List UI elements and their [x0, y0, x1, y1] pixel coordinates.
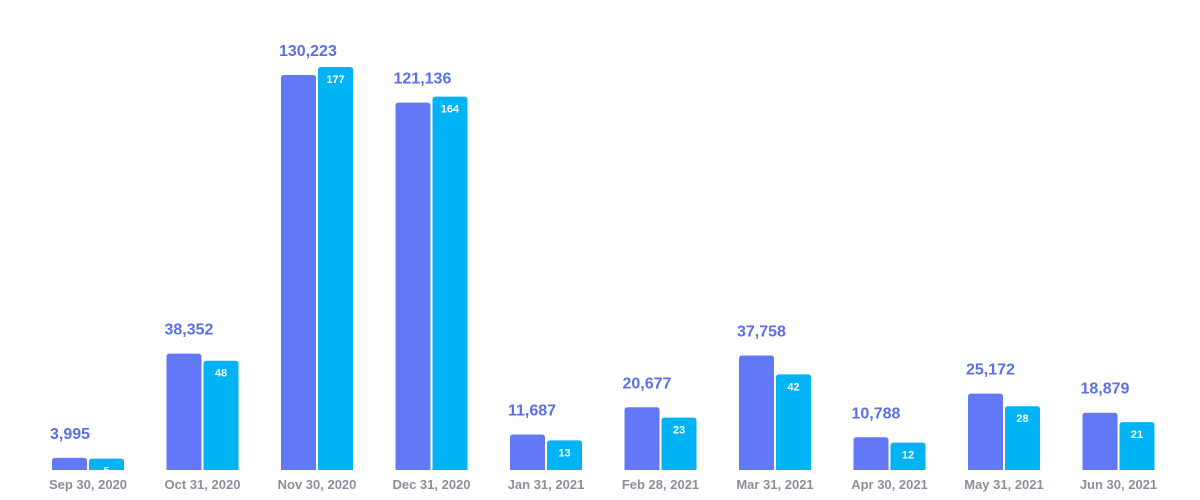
bar-series-0	[52, 457, 87, 470]
category-tick-label: Mar 31, 2021	[736, 477, 813, 492]
data-label-series-1: 23	[673, 425, 685, 437]
bar-series-0	[739, 355, 774, 470]
bar-series-1	[890, 442, 926, 470]
bar-series-1	[1005, 406, 1040, 470]
bar-series-0	[395, 102, 431, 470]
bar-series-1	[661, 417, 697, 470]
category-tick-label: Nov 30, 2020	[278, 477, 357, 492]
data-label-series-0: 130,223	[279, 43, 337, 60]
data-label-series-1: 164	[441, 104, 460, 116]
data-label-series-0: 20,677	[623, 375, 672, 392]
data-label-series-1: 48	[215, 368, 227, 380]
bar-series-1	[547, 440, 582, 470]
data-label-series-1: 28	[1016, 413, 1028, 425]
data-label-series-1: 177	[326, 74, 344, 86]
bar-series-0	[1082, 412, 1118, 470]
labels-layer: 3,995 5 38,352 48 130,223 177 121,136 164 11,687…	[50, 43, 1143, 478]
bar-series-1	[776, 374, 811, 470]
bar-series-0	[510, 434, 545, 470]
category-tick-label: Oct 31, 2020	[165, 477, 241, 492]
category-tick-label: Apr 30, 2021	[851, 477, 928, 492]
bar-series-0	[281, 75, 316, 470]
bar-series-1	[203, 360, 239, 470]
category-axis: Sep 30, 2020 Oct 31, 2020 Nov 30, 2020 Dec …	[49, 477, 1157, 492]
category-tick-label: Feb 28, 2021	[622, 477, 699, 492]
bars-layer	[52, 67, 1155, 470]
bar-series-0	[968, 393, 1003, 470]
data-label-series-0: 3,995	[50, 426, 90, 443]
category-tick-label: May 31, 2021	[964, 477, 1044, 492]
data-label-series-0: 25,172	[966, 362, 1015, 379]
data-label-series-1: 12	[902, 450, 914, 462]
data-label-series-0: 121,136	[394, 71, 452, 88]
category-tick-label: Sep 30, 2020	[49, 477, 127, 492]
data-label-series-0: 37,758	[737, 323, 786, 340]
data-label-series-0: 11,687	[508, 403, 556, 420]
data-label-series-1: 42	[787, 381, 799, 393]
data-label-series-0: 38,352	[165, 322, 214, 339]
bar-series-0	[166, 353, 202, 470]
bar-series-1	[1119, 422, 1155, 470]
category-tick-label: Dec 31, 2020	[392, 477, 470, 492]
bar-series-1	[318, 67, 353, 470]
category-tick-label: Jun 30, 2021	[1080, 477, 1157, 492]
bar-series-0	[624, 407, 660, 470]
data-label-series-0: 18,879	[1081, 381, 1130, 398]
bar-series-1	[432, 96, 468, 470]
bar-series-1	[89, 458, 124, 470]
data-label-series-1: 13	[558, 447, 570, 459]
data-label-series-0: 10,788	[852, 405, 901, 422]
category-tick-label: Jan 31, 2021	[508, 477, 585, 492]
data-label-series-1: 21	[1131, 429, 1143, 441]
data-label-series-1: 5	[103, 466, 109, 478]
bar-series-0	[853, 437, 889, 470]
